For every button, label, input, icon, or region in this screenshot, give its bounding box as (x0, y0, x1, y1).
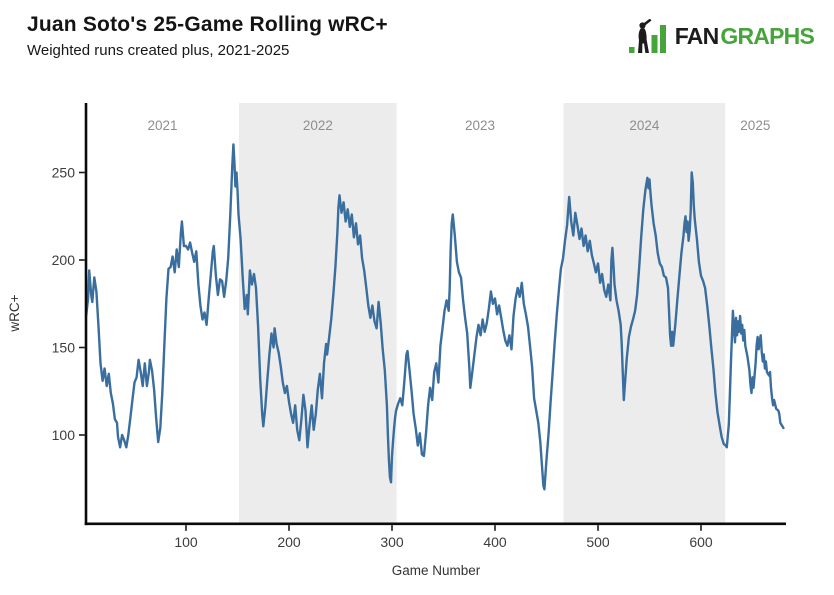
chart-subtitle: Weighted runs created plus, 2021-2025 (27, 42, 290, 59)
x-tick-label-100: 100 (174, 534, 198, 550)
year-label-2022: 2022 (303, 118, 333, 133)
x-axis-title: Game Number (392, 563, 481, 578)
year-label-2024: 2024 (629, 118, 660, 133)
x-tick-label-500: 500 (586, 534, 610, 550)
year-label-2023: 2023 (465, 118, 495, 133)
y-tick-label-150: 150 (52, 340, 76, 356)
fangraphs-logo: FAN GRAPHS (628, 19, 815, 53)
y-tick-label-100: 100 (52, 427, 76, 443)
x-tick-label-300: 300 (380, 534, 404, 550)
year-label-2021: 2021 (148, 118, 178, 133)
fangraphs-logo-icon (628, 19, 666, 53)
year-band-2024 (563, 103, 726, 524)
year-label-2025: 2025 (740, 118, 770, 133)
x-tick-label-400: 400 (483, 534, 507, 550)
logo-text-graphs: GRAPHS (720, 22, 814, 49)
y-tick-label-200: 200 (52, 252, 76, 268)
x-tick-label-600: 600 (689, 534, 713, 550)
chart-title: Juan Soto's 25-Game Rolling wRC+ (27, 13, 388, 36)
logo-text-fan: FAN (674, 22, 719, 49)
y-axis-title: wRC+ (7, 294, 22, 332)
data-line-25-game-rolling-wRC+ (84, 143, 785, 491)
chart-header: Juan Soto's 25-Game Rolling wRC+ Weighte… (27, 13, 815, 59)
y-tick-label-250: 250 (52, 165, 76, 181)
x-tick-label-200: 200 (277, 534, 301, 550)
